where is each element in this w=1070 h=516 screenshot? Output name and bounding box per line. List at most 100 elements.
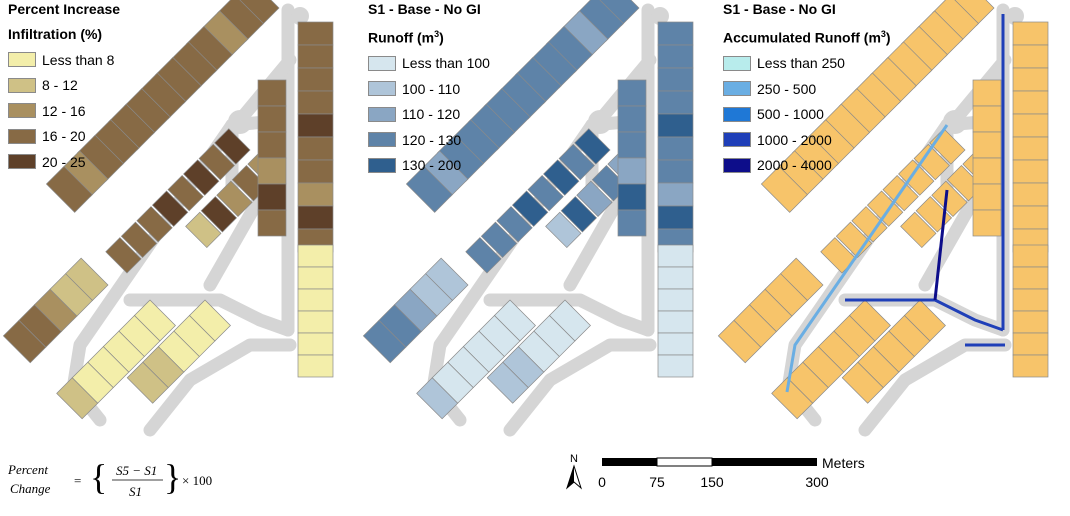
legend-item: 12 - 16 xyxy=(8,98,120,124)
parcel xyxy=(297,354,334,378)
legend-item: 120 - 130 xyxy=(368,127,490,153)
parcel xyxy=(657,90,694,115)
parcel xyxy=(851,206,888,243)
parcel xyxy=(257,209,287,237)
legend-item: 20 - 25 xyxy=(8,149,120,175)
runoff-legend: S1 - Base - No GI Runoff (m3) Less than … xyxy=(368,0,490,178)
legend-label: 2000 - 4000 xyxy=(757,157,832,174)
legend-label: Less than 8 xyxy=(42,51,115,68)
infiltration-map-panel: Percent Increase Infiltration (%) Less t… xyxy=(0,0,360,437)
parcel xyxy=(1012,354,1049,378)
accumulated-legend-title-1: S1 - Base - No GI xyxy=(723,1,836,17)
parcel xyxy=(617,105,647,133)
parcel xyxy=(1012,310,1049,334)
scale-tick-0: 0 xyxy=(598,474,606,490)
legend-swatch xyxy=(368,132,396,148)
formula-left-brace: { xyxy=(90,457,107,497)
percent-change-formula: Percent Change = { S5 − S1 S1 } × 100 xyxy=(8,457,212,499)
parcel xyxy=(1012,332,1049,356)
scale-tick-75: 75 xyxy=(649,474,665,490)
parcel xyxy=(527,174,564,212)
legend-item: Less than 100 xyxy=(368,51,490,77)
parcel xyxy=(297,67,334,92)
legend-item: 130 - 200 xyxy=(368,153,490,179)
parcel xyxy=(297,21,334,46)
parcel xyxy=(617,209,647,237)
legend-item: 8 - 12 xyxy=(8,73,120,99)
parcel xyxy=(496,206,533,243)
parcel xyxy=(576,180,613,217)
parcel xyxy=(657,113,694,138)
legend-swatch xyxy=(723,132,751,148)
parcel xyxy=(198,143,235,181)
parcel xyxy=(972,131,1002,159)
parcel xyxy=(297,244,334,268)
parcel xyxy=(972,79,1002,107)
legend-label: Less than 250 xyxy=(757,55,845,72)
parcel xyxy=(297,310,334,334)
formula-lhs-top: Percent xyxy=(8,462,48,477)
parcel xyxy=(771,377,814,420)
parcel xyxy=(931,180,968,217)
legend-swatch xyxy=(723,55,751,71)
parcel xyxy=(216,180,253,217)
road xyxy=(483,293,655,337)
legend-label: 250 - 500 xyxy=(757,80,817,97)
scale-segment-2 xyxy=(656,457,713,467)
accumulated-legend-title-2: Accumulated Runoff (m3) xyxy=(723,29,891,46)
legend-label: 110 - 120 xyxy=(402,106,461,123)
parcel xyxy=(200,196,238,233)
flow-line xyxy=(933,189,949,301)
runoff-map-panel: S1 - Base - No GI Runoff (m3) Less than … xyxy=(360,0,715,437)
legend-label: 12 - 16 xyxy=(42,102,86,119)
legend-label: 120 - 130 xyxy=(402,131,462,148)
parcel xyxy=(416,377,459,420)
parcel xyxy=(257,131,287,159)
parcel xyxy=(126,361,169,404)
formula-lhs-bottom: Change xyxy=(10,481,51,496)
parcel xyxy=(297,205,334,230)
parcel xyxy=(972,183,1002,211)
parcel xyxy=(1012,159,1049,184)
parcel xyxy=(183,159,220,196)
parcel xyxy=(657,244,694,268)
road xyxy=(143,338,297,437)
scale-unit: Meters xyxy=(822,455,865,471)
scale-tick-150: 150 xyxy=(700,474,724,490)
legend-item: 500 - 1000 xyxy=(723,102,891,128)
legend-swatch xyxy=(723,106,751,122)
scale-segment-1 xyxy=(602,458,657,466)
parcel xyxy=(657,159,694,184)
parcel xyxy=(657,21,694,46)
parcel xyxy=(56,377,99,420)
parcel xyxy=(1012,44,1049,69)
runoff-legend-title-1: S1 - Base - No GI xyxy=(368,1,481,17)
parcel xyxy=(257,157,287,185)
parcel xyxy=(760,165,808,213)
accumulated-runoff-map xyxy=(717,0,1049,437)
legend-label: 500 - 1000 xyxy=(757,106,824,123)
road-roundabout xyxy=(228,110,252,134)
parcel xyxy=(657,310,694,334)
north-label: N xyxy=(570,453,578,465)
legend-item: 16 - 20 xyxy=(8,124,120,150)
parcel xyxy=(1012,90,1049,115)
road-cul-de-sac xyxy=(651,7,669,25)
parcel xyxy=(105,237,142,274)
parcel xyxy=(136,206,173,243)
legend-item: 1000 - 2000 xyxy=(723,127,891,153)
legend-swatch xyxy=(368,106,396,122)
parcel xyxy=(297,332,334,356)
parcel xyxy=(2,319,47,364)
parcel xyxy=(1012,205,1049,230)
legend-label: 8 - 12 xyxy=(42,77,78,94)
formula-equals: = xyxy=(74,473,81,488)
parcel xyxy=(1012,136,1049,161)
parcel xyxy=(486,361,529,404)
legend-label: 100 - 110 xyxy=(402,80,461,97)
scale-bar-graphic: N Meters xyxy=(565,453,865,490)
legend-swatch xyxy=(8,128,36,144)
parcel xyxy=(972,209,1002,237)
parcel xyxy=(1012,113,1049,138)
legend-item: 110 - 120 xyxy=(368,102,490,128)
